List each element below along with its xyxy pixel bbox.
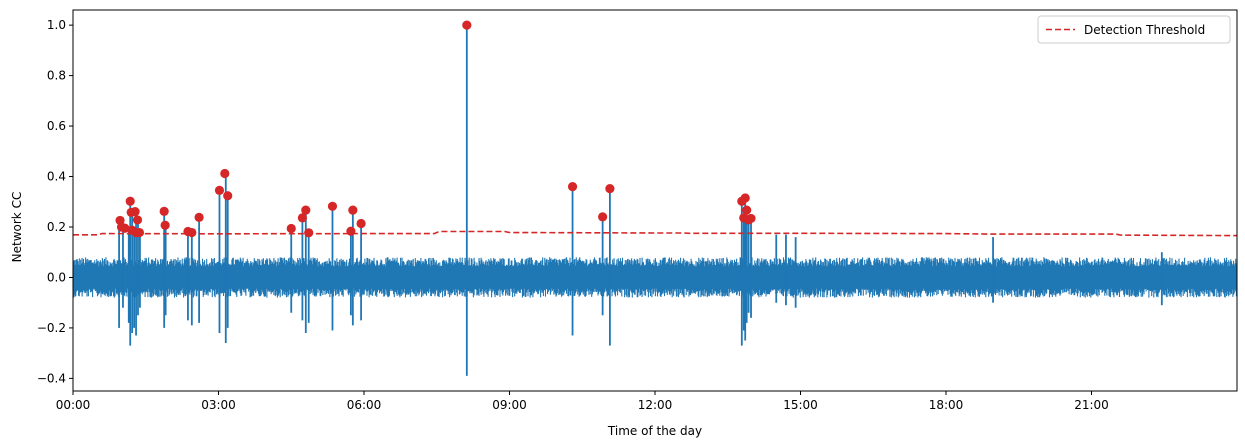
detection-point <box>187 227 197 238</box>
x-tick-label: 09:00 <box>492 398 527 412</box>
series-group <box>73 20 1237 376</box>
x-tick-label: 06:00 <box>347 398 382 412</box>
y-tick-label: 0.6 <box>47 119 66 133</box>
detection-point <box>120 223 130 233</box>
y-tick-label: 0.2 <box>47 220 66 234</box>
detection-point <box>223 191 233 201</box>
detection-point <box>130 207 140 217</box>
plot-area <box>73 20 1237 376</box>
detection-point <box>134 227 145 238</box>
legend-box <box>1037 15 1231 44</box>
detection-point <box>598 212 608 222</box>
detection-point <box>740 193 750 203</box>
detection-point <box>160 220 170 230</box>
detection-point <box>605 184 615 194</box>
x-axis-title: Time of the day <box>607 424 702 438</box>
detection-point <box>125 196 135 206</box>
detection-point <box>304 228 314 238</box>
detection-point <box>327 201 338 211</box>
detection-point <box>301 205 311 215</box>
x-tick-label: 03:00 <box>201 398 236 412</box>
y-tick-label: 0.4 <box>47 170 66 184</box>
legend: Detection Threshold <box>1037 15 1231 44</box>
axes: 00:00 03:00 06:00 09:00 12:00 15:00 18:00 21:00… <box>37 9 1238 412</box>
plot-frame <box>72 9 1238 392</box>
detection-point <box>297 213 308 223</box>
legend-label-threshold: Detection Threshold <box>1084 23 1205 37</box>
y-tick-label: 0.8 <box>47 69 66 83</box>
detection-point <box>567 182 578 192</box>
detection-point <box>286 223 296 234</box>
y-tick-label: −0.2 <box>37 321 66 335</box>
y-tick-label: 0.0 <box>47 270 66 284</box>
detection-point <box>159 206 169 216</box>
detection-point <box>462 20 472 30</box>
x-tick-label: 15:00 <box>783 398 818 412</box>
x-tick-label: 12:00 <box>638 398 673 412</box>
detection-point <box>346 226 356 236</box>
x-tick-label: 18:00 <box>929 398 964 412</box>
threshold-line <box>73 230 1237 237</box>
y-tick-label: −0.4 <box>37 371 66 385</box>
detection-point <box>214 185 225 196</box>
x-tick-label: 00:00 <box>56 398 91 412</box>
x-tick-label: 21:00 <box>1074 398 1109 412</box>
detection-point <box>746 213 756 224</box>
cc-noise-band <box>73 257 1237 298</box>
detection-point <box>132 215 143 225</box>
detection-point <box>356 218 366 229</box>
detection-point <box>220 168 230 179</box>
detection-point <box>194 212 204 223</box>
y-axis-title: Network CC <box>10 192 24 263</box>
detection-point <box>742 205 752 215</box>
detection-point <box>348 205 358 215</box>
y-tick-label: 1.0 <box>47 18 66 32</box>
